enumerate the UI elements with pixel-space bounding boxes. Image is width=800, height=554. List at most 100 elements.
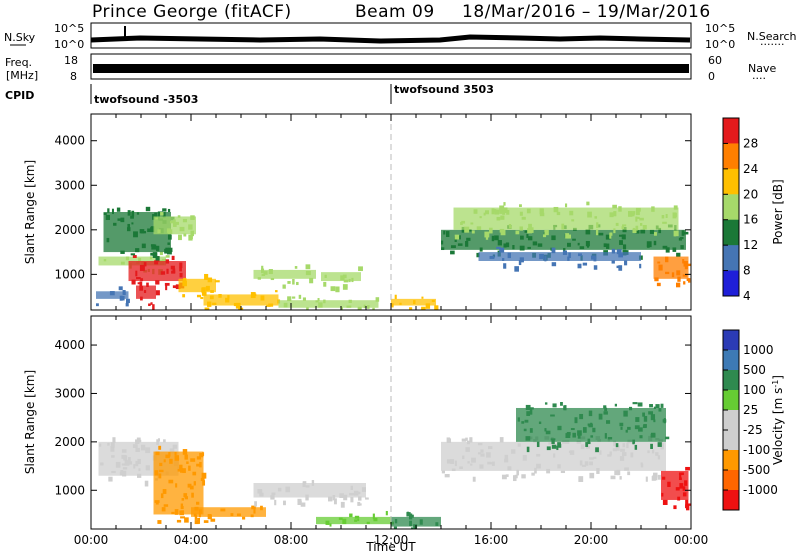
- power-echo-cell: [422, 311, 427, 316]
- power-echo-cell: [103, 259, 107, 262]
- power-echo-region-3: [136, 280, 160, 310]
- velocity-echo-cell: [588, 423, 593, 428]
- velocity-colorbar-tick-label: 500: [743, 363, 766, 377]
- velocity-echo-cell: [578, 476, 584, 482]
- power-echo-cell: [421, 306, 426, 310]
- power-echo-region-13: [453, 201, 679, 240]
- power-echo-cell: [233, 302, 236, 307]
- power-echo-cell: [681, 230, 685, 236]
- power-echo-cell: [497, 240, 502, 246]
- power-echo-cell: [190, 215, 195, 220]
- nave-tick-bottom: 0: [708, 70, 715, 83]
- power-echo-cell: [521, 216, 526, 220]
- power-echo-cell: [609, 233, 612, 239]
- velocity-echo-cell: [285, 486, 291, 493]
- velocity-echo-cell: [557, 442, 562, 448]
- power-echo-cell: [201, 291, 207, 296]
- velocity-echo-cell: [603, 411, 608, 415]
- velocity-echo-cell: [477, 442, 483, 446]
- power-colorbar-segment: [723, 219, 739, 246]
- power-echo-cell: [155, 280, 160, 285]
- velocity-echo-cell: [553, 453, 556, 458]
- power-echo-cell: [135, 248, 140, 253]
- power-echo-cell: [210, 290, 214, 293]
- power-echo-region-15: [653, 256, 691, 288]
- velocity-echo-cell: [169, 448, 175, 454]
- velocity-echo-cell: [548, 442, 552, 445]
- x-tick-label: 12:00: [374, 533, 409, 547]
- power-echo-cell: [585, 229, 591, 235]
- power-echo-cell: [188, 224, 193, 230]
- velocity-echo-cell: [111, 470, 116, 474]
- velocity-echo-cell: [480, 449, 484, 453]
- velocity-echo-cell: [490, 462, 495, 465]
- power-echo-cell: [615, 222, 619, 226]
- power-echo-cell: [657, 261, 661, 264]
- power-echo-cell: [512, 245, 515, 250]
- velocity-echo-cell: [192, 471, 197, 476]
- velocity-echo-cell: [488, 446, 493, 450]
- velocity-echo-cell: [660, 403, 664, 408]
- velocity-echo-cell: [622, 443, 626, 448]
- power-echo-cell: [143, 262, 147, 267]
- velocity-echo-cell: [137, 458, 141, 465]
- velocity-echo-cell: [342, 518, 347, 525]
- x-tick-label: 04:00: [174, 533, 209, 547]
- velocity-echo-cell: [444, 474, 450, 478]
- power-echo-cell: [165, 284, 168, 291]
- velocity-echo-cell: [675, 487, 680, 491]
- velocity-echo-cell: [536, 453, 541, 457]
- velocity-echo-cell: [521, 421, 525, 424]
- power-echo-cell: [551, 262, 557, 267]
- x-tick-label: 00:00: [74, 533, 109, 547]
- velocity-echo-cell: [622, 452, 627, 457]
- power-echo-cell: [632, 228, 637, 234]
- power-echo-cell: [503, 243, 507, 248]
- power-echo-cell: [159, 251, 163, 256]
- power-echo-cell: [431, 299, 435, 302]
- power-echo-cell: [167, 234, 172, 240]
- power-echo-cell: [305, 270, 311, 276]
- velocity-echo-cell: [640, 463, 644, 468]
- nsky-label: N.Sky: [4, 31, 36, 44]
- velocity-colorbar-tick-label: 1000: [743, 343, 774, 357]
- velocity-echo-cell: [171, 511, 175, 515]
- velocity-echo-cell: [546, 446, 551, 451]
- power-echo-cell: [496, 246, 501, 249]
- power-echo-region-14: [478, 246, 642, 272]
- velocity-echo-cell: [623, 410, 628, 417]
- velocity-echo-cell: [577, 433, 581, 439]
- velocity-echo-cell: [609, 451, 612, 456]
- power-echo-cell: [649, 229, 655, 234]
- power-colorbar-tick-label: 28: [743, 136, 758, 150]
- velocity-colorbar-tick-label: -1000: [743, 483, 778, 497]
- power-data-layer: [96, 201, 691, 316]
- power-echo-cell: [131, 279, 136, 285]
- velocity-echo-cell: [450, 459, 455, 464]
- velocity-echo-cell: [653, 406, 656, 410]
- power-echo-cell: [148, 303, 151, 307]
- velocity-echo-cell: [579, 460, 583, 466]
- power-echo-cell: [635, 216, 638, 222]
- velocity-echo-cell: [634, 444, 638, 450]
- power-echo-cell: [116, 207, 121, 212]
- date-range: 18/Mar/2016 – 19/Mar/2016: [462, 2, 711, 22]
- power-echo-cell: [120, 295, 125, 301]
- velocity-echo-cell: [624, 467, 629, 471]
- velocity-echo-cell: [637, 402, 643, 407]
- power-echo-cell: [639, 263, 642, 269]
- power-echo-cell: [491, 235, 495, 242]
- power-echo-cell: [613, 211, 617, 217]
- power-echo-cell: [207, 301, 212, 307]
- power-echo-cell: [499, 247, 505, 253]
- power-echo-cell: [640, 229, 646, 234]
- power-echo-cell: [676, 270, 681, 276]
- power-echo-cell: [527, 236, 533, 241]
- power-echo-region-6: [178, 273, 220, 300]
- power-echo-cell: [639, 217, 644, 221]
- power-echo-cell: [140, 296, 143, 301]
- power-echo-cell: [260, 295, 265, 301]
- power-echo-cell: [489, 255, 495, 259]
- velocity-echo-cell: [155, 451, 160, 456]
- beam-label: Beam 09: [355, 2, 435, 22]
